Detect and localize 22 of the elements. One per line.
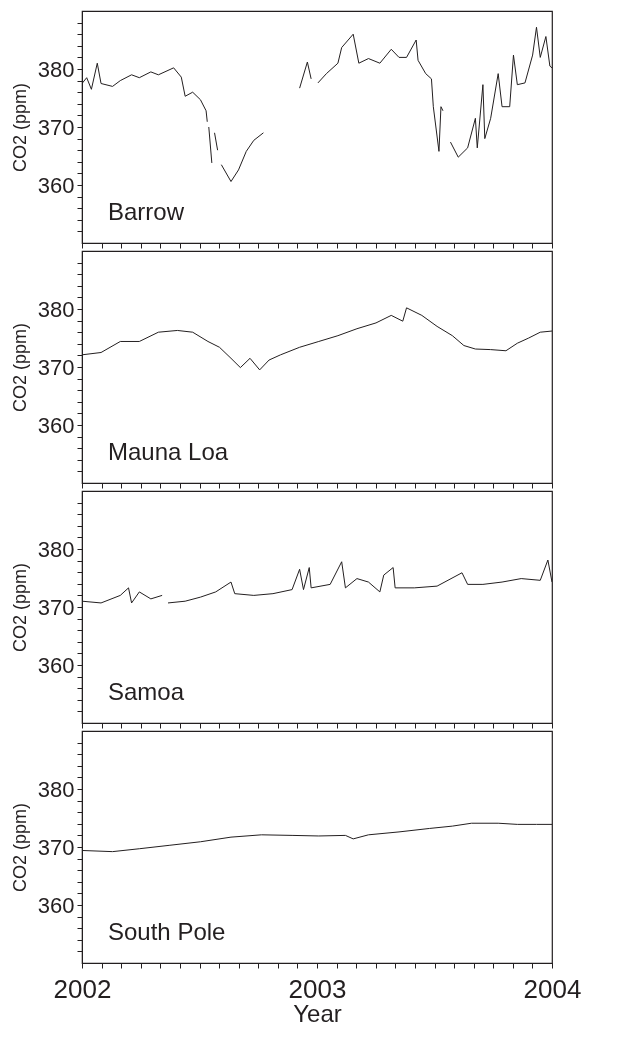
y-axis-title: CO2 (ppm) bbox=[9, 562, 30, 653]
y-tick-label: 370 bbox=[37, 114, 75, 140]
x-tick-label: 2002 bbox=[53, 973, 112, 1004]
y-tick-label: 380 bbox=[37, 56, 75, 82]
text: Samoa bbox=[108, 678, 185, 705]
y-tick-label: 360 bbox=[37, 412, 75, 438]
text: South Pole bbox=[108, 918, 226, 945]
y-tick-label: 370 bbox=[37, 354, 75, 380]
y-tick-label: 360 bbox=[37, 172, 75, 198]
y-axis-title: CO2 (ppm) bbox=[9, 82, 30, 173]
y-tick-label: 360 bbox=[37, 892, 75, 918]
y-axis-title: CO2 (ppm) bbox=[9, 802, 30, 893]
y-tick-label: 380 bbox=[37, 776, 75, 802]
y-tick-label: 370 bbox=[37, 594, 75, 620]
y-tick-label: 360 bbox=[37, 652, 75, 678]
text: Mauna Loa bbox=[108, 438, 229, 465]
series-label: Barrow bbox=[108, 198, 185, 225]
y-tick-label: 370 bbox=[37, 834, 75, 860]
y-tick-label: 380 bbox=[37, 536, 75, 562]
y-axis-title: CO2 (ppm) bbox=[9, 322, 30, 413]
y-tick-label: 380 bbox=[37, 296, 75, 322]
x-tick-label: 2004 bbox=[523, 973, 582, 1004]
